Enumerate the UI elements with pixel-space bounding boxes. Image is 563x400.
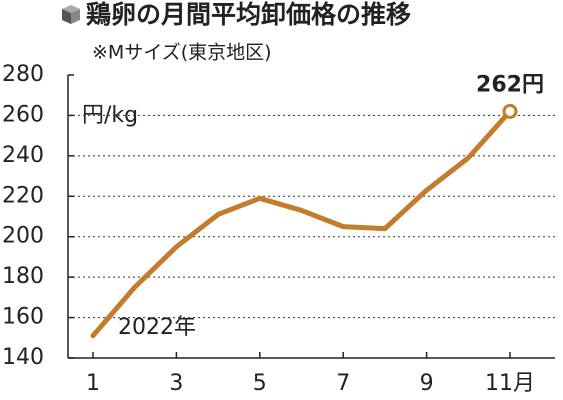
y-tick-label: 160 <box>2 305 44 330</box>
line <box>90 108 513 339</box>
annotation: 2022年 <box>118 315 196 340</box>
y-tick-label: 260 <box>2 102 44 127</box>
y-tick-label: 240 <box>2 143 44 168</box>
y-tick-label: 180 <box>2 264 44 289</box>
title-icon <box>62 5 80 24</box>
chart-subtitle: ※Mサイズ(東京地区) <box>92 42 272 64</box>
x-tick-label: 11月 <box>485 371 535 396</box>
y-tick-label: 280 <box>2 62 44 87</box>
y-tick-label: 220 <box>2 183 44 208</box>
x-tick-label: 3 <box>169 371 183 396</box>
x-tick-label: 5 <box>253 371 267 396</box>
y-tick-label: 140 <box>2 345 44 370</box>
point-marker <box>502 103 518 119</box>
y-tick-label: 200 <box>2 224 44 249</box>
x-tick-label: 1 <box>86 371 100 396</box>
x-tick-label: 7 <box>336 371 350 396</box>
x-tick-label: 9 <box>420 371 434 396</box>
value-label: 262円 <box>476 72 544 97</box>
chart-title: 鶏卵の月間平均卸価格の推移 <box>86 0 411 29</box>
